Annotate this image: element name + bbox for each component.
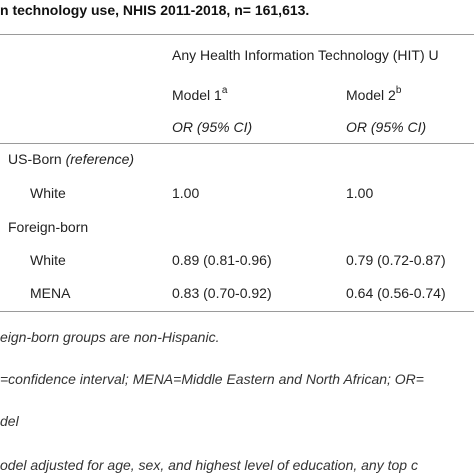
- model1-footnote-marker: a: [221, 85, 228, 97]
- value-foreign-born-white-model2: 0.79 (0.72-0.87): [346, 252, 446, 268]
- model1-header: Model 1a: [172, 86, 227, 104]
- footnote-line-4: odel adjusted for age, sex, and highest …: [0, 457, 418, 473]
- row-label-foreign-born-mena: MENA: [30, 285, 71, 301]
- value-foreign-born-mena-model1: 0.83 (0.70-0.92): [172, 285, 272, 301]
- row-label-us-born-white: White: [30, 185, 66, 201]
- reference-note: (reference): [65, 151, 135, 167]
- top-rule: [0, 34, 474, 35]
- bottom-rule: [0, 311, 474, 312]
- section-label-us-born: US-Born (reference): [8, 150, 134, 168]
- value-foreign-born-white-model1: 0.89 (0.81-0.96): [172, 252, 272, 268]
- footnote-line-3: del: [0, 413, 19, 429]
- value-us-born-white-model1: 1.00: [172, 185, 200, 201]
- table-caption: n technology use, NHIS 2011-2018, n= 161…: [0, 2, 310, 18]
- model2-stat-header: OR (95% CI): [346, 119, 427, 135]
- footnote-line-1: eign-born groups are non-Hispanic.: [0, 329, 220, 345]
- model1-label: Model 1: [172, 87, 222, 103]
- footnote-line-2: =confidence interval; MENA=Middle Easter…: [0, 371, 424, 387]
- model1-stat-header: OR (95% CI): [172, 119, 253, 135]
- section-label-foreign-born: Foreign-born: [8, 219, 89, 235]
- model2-footnote-marker: b: [395, 85, 402, 97]
- row-label-foreign-born-white: White: [30, 252, 66, 268]
- group-header: Any Health Information Technology (HIT) …: [172, 47, 439, 63]
- value-foreign-born-mena-model2: 0.64 (0.56-0.74): [346, 285, 446, 301]
- header-rule: [0, 143, 474, 144]
- model2-label: Model 2: [346, 87, 396, 103]
- value-us-born-white-model2: 1.00: [346, 185, 374, 201]
- model2-header: Model 2b: [346, 86, 401, 104]
- section-label-text: US-Born: [8, 151, 62, 167]
